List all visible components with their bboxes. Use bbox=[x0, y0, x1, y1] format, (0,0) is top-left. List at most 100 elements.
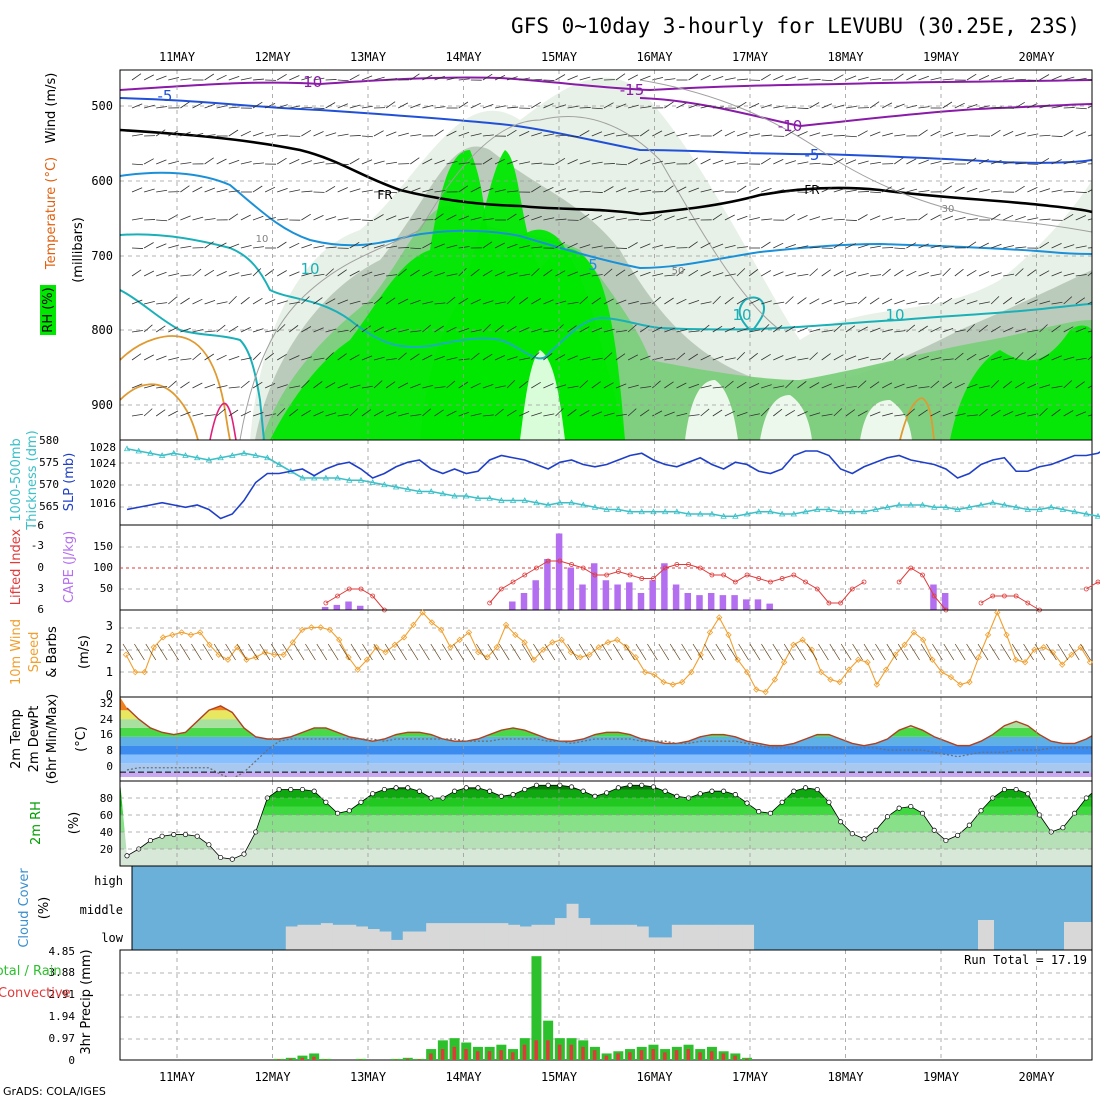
wind-barb bbox=[942, 297, 953, 305]
temp-color-band bbox=[120, 763, 1092, 773]
thickness-line-point bbox=[1036, 506, 1043, 512]
wind-barb bbox=[579, 356, 591, 361]
wind-barb bbox=[870, 191, 882, 194]
wind-barb bbox=[313, 327, 324, 333]
wind-barb bbox=[131, 299, 143, 305]
rh-point bbox=[627, 782, 633, 788]
wind-barb bbox=[204, 300, 216, 305]
wind-barb bbox=[385, 101, 396, 109]
wind-barb bbox=[736, 381, 747, 389]
wind-barb bbox=[966, 323, 975, 333]
wind-barb bbox=[131, 217, 143, 221]
wind-barb bbox=[361, 409, 372, 417]
wind-barb bbox=[676, 268, 686, 277]
rh-point bbox=[1001, 786, 1007, 793]
wind-barb bbox=[143, 74, 155, 81]
slp-ylabel-thick1: 1000-500mb bbox=[9, 438, 24, 522]
precip-convective-bar bbox=[604, 1055, 609, 1060]
thickness-line-point bbox=[451, 492, 458, 499]
wind-barb bbox=[603, 352, 613, 361]
wind-barb bbox=[1027, 353, 1037, 361]
lifted-index-point bbox=[768, 579, 773, 585]
wind-barb bbox=[494, 301, 506, 305]
wind-barb bbox=[531, 101, 541, 109]
lifted-index-point bbox=[335, 593, 340, 599]
wind-barb bbox=[1087, 189, 1092, 193]
wind-barb bbox=[180, 185, 190, 193]
wind-barb bbox=[373, 643, 385, 661]
slp-tick: 1016 bbox=[90, 497, 117, 510]
wind-barb bbox=[1075, 131, 1087, 137]
wind-barb bbox=[518, 380, 529, 389]
wind-speed-point bbox=[280, 651, 287, 658]
wind-barb bbox=[579, 410, 590, 417]
wind-speed-point bbox=[410, 621, 417, 629]
rh-point bbox=[276, 786, 282, 793]
wind-barb bbox=[1051, 135, 1063, 137]
wind-barb bbox=[289, 385, 301, 389]
wind-barb bbox=[1075, 357, 1087, 361]
wind-barb bbox=[453, 643, 464, 661]
wind-barb bbox=[470, 186, 481, 193]
wind-barb bbox=[482, 134, 494, 137]
date-label-top: 18MAY bbox=[827, 50, 864, 64]
wind-barb bbox=[156, 159, 167, 165]
wind-barb bbox=[252, 185, 263, 193]
wind-barb bbox=[131, 330, 143, 333]
wind-barb bbox=[277, 300, 288, 305]
contour-label: 5 bbox=[588, 256, 598, 274]
wind-barb bbox=[628, 300, 639, 305]
wind-barb bbox=[519, 410, 530, 417]
lifted-index-line bbox=[980, 595, 1040, 611]
wind-barb bbox=[192, 216, 204, 221]
thickness-line-point bbox=[895, 501, 903, 508]
wind-barb bbox=[712, 213, 723, 221]
wind-barb bbox=[228, 386, 240, 389]
wind-barb bbox=[1075, 77, 1087, 81]
wind-barb bbox=[700, 158, 711, 165]
wind-barb bbox=[966, 300, 978, 305]
wind-barb bbox=[676, 186, 687, 193]
thickness-line-point bbox=[217, 454, 224, 461]
wind-barb bbox=[966, 269, 977, 277]
wind-barb bbox=[930, 244, 942, 249]
rh-gap bbox=[520, 350, 565, 440]
wind-barb bbox=[990, 409, 1001, 417]
wind-barb bbox=[882, 382, 893, 389]
cloud-bar bbox=[508, 924, 521, 950]
wind-barb bbox=[809, 298, 820, 305]
wind-barb bbox=[446, 130, 457, 137]
wind-barb bbox=[168, 356, 180, 361]
wind-barb bbox=[863, 643, 875, 661]
wind-barb bbox=[579, 244, 591, 249]
cape-bar bbox=[719, 595, 727, 610]
wind-speed-point bbox=[604, 639, 612, 646]
upper-ylabel-temp: Temperature (°C) bbox=[44, 157, 59, 270]
wind-speed-point bbox=[317, 624, 324, 631]
precip-total-bar bbox=[543, 1020, 554, 1060]
wind-speed-point bbox=[400, 634, 408, 641]
wind-barb bbox=[289, 355, 300, 361]
wind-barb bbox=[168, 130, 179, 137]
thickness-line-point bbox=[392, 483, 400, 490]
thickness-line-point bbox=[311, 474, 318, 481]
wind-barb bbox=[325, 79, 337, 81]
wind-barb bbox=[1051, 105, 1063, 109]
wind-barb bbox=[906, 270, 917, 277]
wind-barb bbox=[143, 354, 155, 361]
rh-point bbox=[335, 810, 341, 816]
wind-barb bbox=[131, 269, 142, 277]
wind-barb bbox=[712, 409, 723, 417]
wind-barb bbox=[555, 643, 567, 661]
wind-barb bbox=[1039, 218, 1051, 221]
precip-convective-bar bbox=[592, 1050, 597, 1060]
wind-barb bbox=[635, 643, 647, 661]
wind-speed-point bbox=[539, 646, 547, 653]
wind-barb bbox=[821, 413, 833, 417]
wind-barb bbox=[494, 74, 506, 81]
wind-barb bbox=[906, 74, 917, 81]
wind-barb bbox=[386, 358, 398, 361]
wind-barb bbox=[615, 299, 627, 305]
wind-barb bbox=[506, 160, 518, 165]
